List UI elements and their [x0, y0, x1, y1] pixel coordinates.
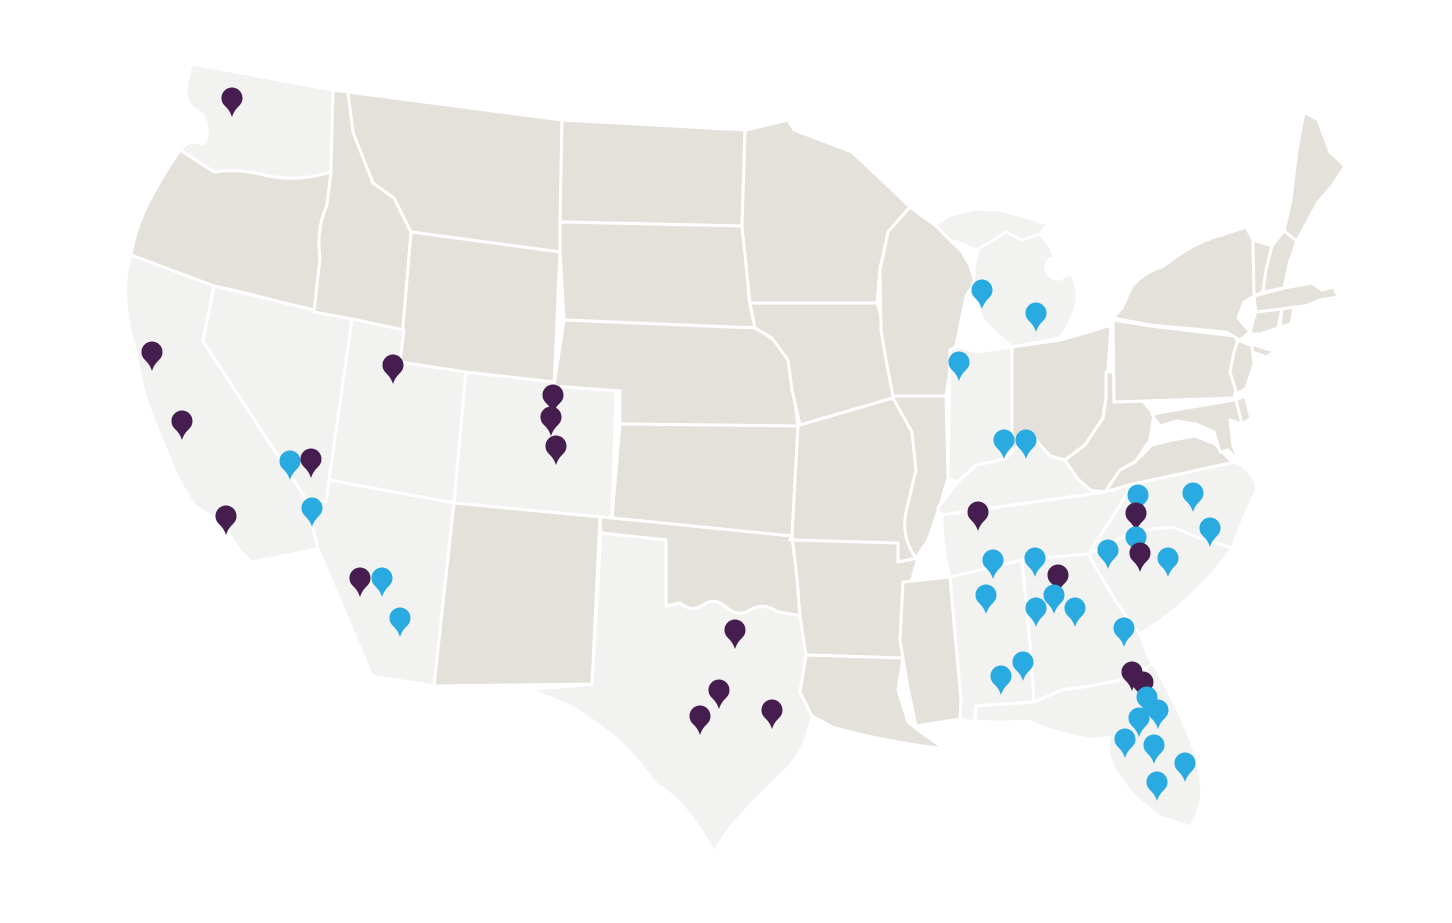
- map-pin-fl-blue-50[interactable]: [1146, 771, 1168, 802]
- map-pin-mi-blue-4[interactable]: [1025, 302, 1047, 333]
- state-SC: [1086, 525, 1234, 636]
- map-pin-ga-blue-35[interactable]: [1113, 617, 1135, 648]
- state-CA: [124, 253, 320, 564]
- state-CO: [452, 370, 618, 520]
- state-KS: [610, 422, 800, 538]
- map-pin-fl-blue-46[interactable]: [1128, 707, 1150, 738]
- map-pin-fl-blue-49[interactable]: [1174, 752, 1196, 783]
- map-pin-tx-purple-44[interactable]: [761, 699, 783, 730]
- map-pin-al-blue-37[interactable]: [1012, 651, 1034, 682]
- state-NY: [1111, 225, 1256, 342]
- map-pin-fl-blue-42[interactable]: [1136, 686, 1158, 717]
- state-CT: [1248, 307, 1284, 336]
- state-RI: [1278, 305, 1296, 329]
- map-pin-al-blue-26[interactable]: [982, 549, 1004, 580]
- map-pin-ga-purple-27[interactable]: [1047, 564, 1069, 595]
- map-pin-mi-blue-3[interactable]: [971, 279, 993, 310]
- map-pin-al-blue-39[interactable]: [990, 665, 1012, 696]
- map-pin-fl-purple-40[interactable]: [1132, 671, 1154, 702]
- map-pin-fl-blue-43[interactable]: [1147, 699, 1169, 730]
- map-pin-sc-blue-21[interactable]: [1125, 526, 1147, 557]
- state-WA: [178, 62, 335, 180]
- map-pin-ga-blue-24[interactable]: [1024, 547, 1046, 578]
- map-pin-ga-blue-33[interactable]: [1064, 597, 1086, 628]
- map-pin-az-blue-34[interactable]: [389, 607, 411, 638]
- map-pin-nc-blue-15[interactable]: [1127, 484, 1149, 515]
- state-SD: [558, 220, 757, 330]
- map-pin-tx-purple-45[interactable]: [689, 705, 711, 736]
- map-pin-az-blue-16[interactable]: [301, 497, 323, 528]
- map-pin-sc-blue-22[interactable]: [1097, 539, 1119, 570]
- state-ND: [558, 118, 747, 228]
- state-MD: [1150, 398, 1244, 464]
- map-pin-nv-blue-12[interactable]: [279, 450, 301, 481]
- map-pin-tx-purple-36[interactable]: [724, 619, 746, 650]
- state-TX: [526, 531, 814, 855]
- states-layer: [124, 62, 1347, 855]
- map-pin-ky-blue-9[interactable]: [993, 429, 1015, 460]
- map-pin-fl-blue-47[interactable]: [1114, 728, 1136, 759]
- map-pin-fl-blue-48[interactable]: [1143, 734, 1165, 765]
- state-WY: [398, 230, 562, 388]
- state-NM: [432, 501, 602, 688]
- map-pin-ky-blue-10[interactable]: [1015, 429, 1037, 460]
- map-pin-nv-purple-13[interactable]: [300, 448, 322, 479]
- map-pin-al-blue-30[interactable]: [975, 584, 997, 615]
- map-pin-ca-purple-8[interactable]: [171, 410, 193, 441]
- map-pin-sc-purple-23[interactable]: [1129, 542, 1151, 573]
- map-pin-ga-blue-32[interactable]: [1025, 597, 1047, 628]
- map-pin-ga-blue-31[interactable]: [1043, 584, 1065, 615]
- map-pin-co-purple-6[interactable]: [542, 384, 564, 415]
- state-ME: [1282, 110, 1347, 243]
- state-MS: [898, 575, 963, 728]
- pins-layer: [141, 87, 1221, 802]
- map-pin-az-blue-29[interactable]: [371, 567, 393, 598]
- map-pin-fl-purple-38[interactable]: [1121, 661, 1143, 692]
- map-pin-in-blue-5[interactable]: [948, 351, 970, 382]
- map-pin-ut-purple-2[interactable]: [382, 354, 404, 385]
- map-pin-az-purple-28[interactable]: [349, 567, 371, 598]
- state-MI-part2: [933, 207, 1050, 252]
- map-pin-tn-purple-17[interactable]: [967, 501, 989, 532]
- state-MO: [788, 396, 920, 564]
- state-AL: [948, 558, 1036, 724]
- map-pin-wa-purple-0[interactable]: [221, 87, 243, 118]
- map-pin-tx-purple-41[interactable]: [708, 679, 730, 710]
- map-pin-ca-purple-19[interactable]: [215, 505, 237, 536]
- map-pin-nc-blue-20[interactable]: [1199, 517, 1221, 548]
- map-pin-ca-purple-1[interactable]: [141, 341, 163, 372]
- state-NH: [1261, 229, 1299, 294]
- state-LA: [798, 653, 948, 751]
- map-pin-co-purple-11[interactable]: [545, 435, 567, 466]
- map-pin-nc-purple-18[interactable]: [1125, 502, 1147, 533]
- state-NJ: [1228, 338, 1256, 396]
- map-pin-sc-blue-25[interactable]: [1157, 547, 1179, 578]
- map-pin-nc-blue-14[interactable]: [1182, 482, 1204, 513]
- map-pin-co-purple-7[interactable]: [540, 406, 562, 437]
